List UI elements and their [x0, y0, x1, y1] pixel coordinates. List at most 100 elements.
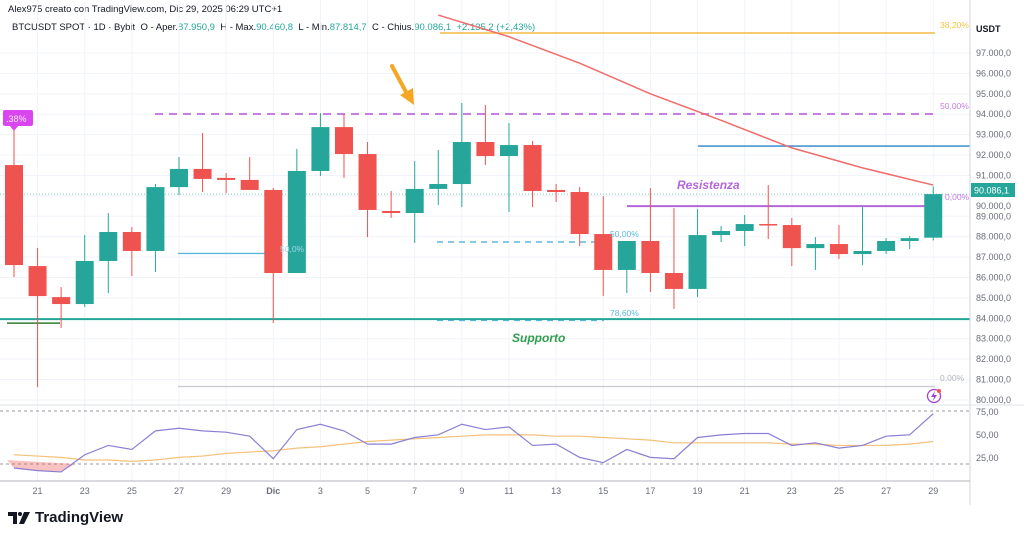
low-label: L - Min. — [298, 22, 330, 33]
lightning-alert-icon[interactable] — [926, 388, 942, 404]
brand-name: TradingView — [35, 509, 124, 526]
candle-body — [617, 240, 636, 270]
price-tick: 80.000,0 — [976, 395, 1011, 405]
candle-body — [240, 179, 259, 190]
candle-body — [688, 235, 707, 289]
candle-body — [311, 127, 330, 171]
candle-body — [264, 189, 283, 274]
moving-average — [438, 14, 934, 186]
candle-body — [452, 141, 471, 185]
price-tick: 89.000,0 — [976, 211, 1011, 221]
time-tick: 13 — [551, 486, 561, 496]
time-tick: 29 — [928, 486, 938, 496]
price-tick: 94.000,0 — [976, 109, 1011, 119]
open-value: 87.950,9 — [177, 22, 215, 33]
time-tick: 25 — [127, 486, 137, 496]
candle-body — [641, 240, 660, 274]
candle-body — [122, 231, 141, 251]
change-value: +2.135,2 (+2,43%) — [456, 22, 536, 33]
candle-body — [52, 297, 71, 305]
currency-label: USDT — [976, 24, 1001, 34]
price-tick: 82.000,0 — [976, 354, 1011, 364]
time-tick: 7 — [412, 486, 417, 496]
candle-body — [334, 127, 353, 155]
time-tick: 23 — [787, 486, 797, 496]
candle-body — [924, 194, 943, 238]
last-price-label: 90.086,1 — [974, 186, 1009, 196]
close-value: 90.086,1 — [414, 22, 452, 33]
candle-body — [829, 244, 848, 255]
high-label: H - Max. — [220, 22, 257, 33]
candle-body — [169, 168, 188, 188]
price-tick: 97.000,0 — [976, 48, 1011, 58]
ma-line — [438, 14, 934, 186]
price-tick: 92.000,0 — [976, 150, 1011, 160]
candle-body — [499, 145, 518, 157]
candle-body — [217, 177, 236, 180]
price-tick: 91.000,0 — [976, 170, 1011, 180]
ohlc-legend: BTCUSDT SPOT · 1D · Bybit O - Aper.87.95… — [12, 22, 535, 33]
candle-body — [5, 165, 23, 266]
candle-body — [712, 230, 731, 236]
candle-body — [853, 250, 872, 255]
resistance-label: Resistenza — [677, 178, 740, 192]
rsi-tick: 25,00 — [976, 453, 999, 463]
drawing-levels — [0, 32, 970, 388]
time-tick: 15 — [598, 486, 608, 496]
time-tick: 11 — [504, 486, 513, 496]
candle-body — [782, 225, 801, 249]
candle-body — [594, 234, 613, 270]
candle-body — [735, 224, 754, 231]
candle-body — [146, 187, 165, 251]
candle-body — [99, 231, 118, 261]
time-tick: 9 — [459, 486, 464, 496]
time-tick: 3 — [318, 486, 323, 496]
time-tick: 27 — [174, 486, 184, 496]
candle-body — [547, 189, 566, 192]
candle-body — [429, 184, 448, 189]
price-tick: 86.000,0 — [976, 273, 1011, 283]
time-tick: 27 — [881, 486, 891, 496]
time-tick: 23 — [80, 486, 90, 496]
open-label: O - Aper. — [140, 22, 178, 33]
price-tick: 87.000,0 — [976, 252, 1011, 262]
rsi-oversold-fill — [7, 460, 75, 472]
price-chart[interactable]: 97.000,0 96.000,0 95.000,0 94.000,0 93.000,0… — [0, 0, 1024, 505]
candle-body — [28, 266, 47, 297]
fib-left-label: 50,0% — [280, 244, 305, 254]
candle-body — [900, 238, 919, 241]
fib-0-label: 0,00% — [940, 373, 965, 383]
high-value: 90.460,8 — [256, 22, 294, 33]
fib-50-top-label: 50,00% — [940, 101, 969, 111]
candle-body — [405, 188, 424, 214]
candle-body — [806, 244, 825, 249]
time-tick: 21 — [740, 486, 750, 496]
tradingview-logo: TradingView — [8, 509, 123, 526]
fib-38-label: 38,20% — [940, 20, 969, 30]
candle-body — [523, 145, 542, 191]
candle-body — [75, 260, 94, 305]
chart-credit: Alex975 creato con TradingView.com, Dic … — [8, 4, 283, 15]
candle-body — [358, 154, 377, 210]
price-tick: 90.000,0 — [976, 201, 1011, 211]
time-tick: 5 — [365, 486, 370, 496]
price-tick: 95.000,0 — [976, 89, 1011, 99]
time-tick: 29 — [221, 486, 231, 496]
symbol-label[interactable]: BTCUSDT SPOT · 1D · Bybit — [12, 22, 136, 33]
candle-body — [476, 141, 495, 157]
tradingview-logo-icon — [8, 511, 30, 524]
time-tick: 19 — [693, 486, 703, 496]
rsi-pane — [0, 410, 970, 473]
fib-78-label: 78,60% — [610, 308, 639, 318]
candle-body — [759, 224, 778, 226]
candle-body — [382, 210, 401, 214]
candle-body — [877, 240, 896, 251]
support-label: Supporto — [512, 331, 565, 345]
price-tick: 85.000,0 — [976, 293, 1011, 303]
price-tick: 83.000,0 — [976, 334, 1011, 344]
low-value: 87.814,7 — [329, 22, 367, 33]
fib-right-partial-label: 0,00% — [945, 192, 970, 202]
last-price-badge — [971, 183, 1015, 197]
rsi-tick: 50,00 — [976, 430, 999, 440]
price-tick: 93.000,0 — [976, 130, 1011, 140]
